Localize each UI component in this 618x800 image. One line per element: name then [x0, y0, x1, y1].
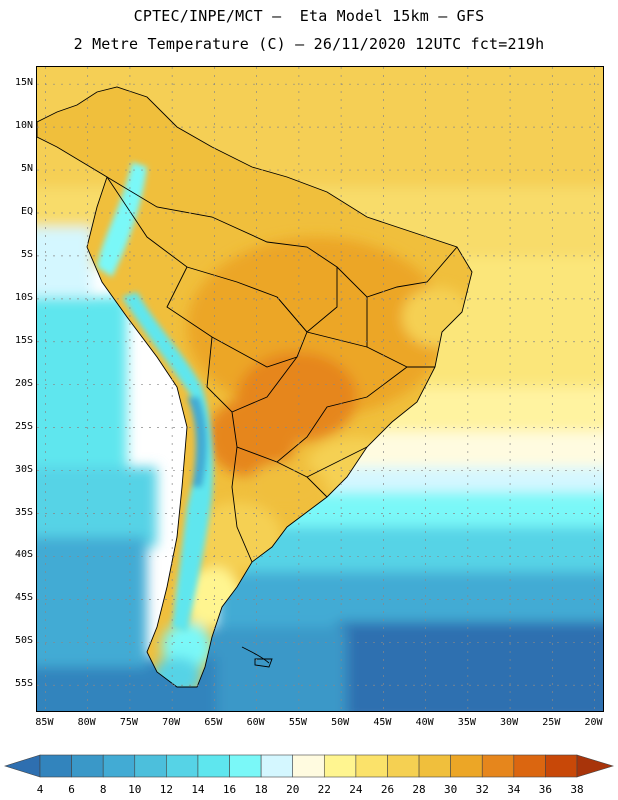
longitude-label: 35W — [457, 717, 476, 728]
colorbar-tick-label: 14 — [191, 783, 205, 796]
temperature-map[interactable] — [36, 66, 604, 712]
latitude-label: 15N — [14, 77, 33, 89]
latitude-label: 35S — [14, 506, 33, 518]
colorbar-tick-label: 38 — [570, 783, 584, 796]
longitude-label: 30W — [500, 717, 519, 728]
colorbar-segment — [545, 754, 578, 778]
colorbar-segment — [513, 754, 546, 778]
colorbar-tick-label: 36 — [538, 783, 553, 796]
colorbar-segment — [229, 754, 262, 778]
longitude-label: 20W — [584, 717, 603, 728]
latitude-label: 5N — [20, 163, 33, 175]
colorbar-min-arrow — [3, 754, 41, 778]
latitude-label: 15S — [14, 334, 33, 346]
colorbar-tick-label: 26 — [380, 783, 395, 796]
colorbar-tick-label: 22 — [317, 783, 331, 796]
colorbar-segment — [166, 754, 199, 778]
graticule — [37, 67, 603, 711]
longitude-label: 80W — [77, 717, 96, 728]
longitude-label: 55W — [288, 717, 307, 728]
longitude-label: 70W — [162, 717, 181, 728]
colorbar-segment — [197, 754, 230, 778]
colorbar-tick-label: 32 — [475, 783, 489, 796]
colorbar-segment — [260, 754, 294, 778]
longitude-label: 60W — [246, 717, 265, 728]
latitude-label: 50S — [14, 635, 33, 647]
colorbar-segment — [39, 754, 72, 778]
colorbar-tick-label: 28 — [412, 783, 426, 796]
colorbar-tick-label: 16 — [222, 783, 237, 796]
title-line-1: CPTEC/INPE/MCT – Eta Model 15km – GFS — [133, 7, 485, 25]
longitude-label: 75W — [119, 717, 138, 728]
latitude-label: 5S — [20, 248, 33, 260]
longitude-label: 40W — [415, 717, 434, 728]
colorbar-tick-label: 10 — [128, 783, 142, 796]
colorbar-tick-label: 20 — [286, 783, 300, 796]
colorbar-segment — [450, 754, 483, 778]
latitude-label: 45S — [14, 592, 33, 604]
latitude-label: EQ — [20, 205, 33, 217]
longitude-label: 50W — [331, 717, 350, 728]
latitude-label: 10N — [14, 120, 33, 132]
colorbar-max-arrow — [576, 754, 615, 778]
colorbar-tick-label: 12 — [159, 783, 173, 796]
map-svg — [37, 67, 603, 711]
latitude-label: 55S — [14, 678, 33, 690]
colorbar-segment — [387, 754, 420, 778]
colorbar-tick-label: 24 — [349, 783, 363, 796]
colorbar-segment — [102, 754, 136, 778]
colorbar-segment — [481, 754, 515, 778]
latitude-label: 40S — [14, 549, 33, 561]
colorbar-tick-label: 30 — [444, 783, 458, 796]
colorbar-segment — [355, 754, 388, 778]
longitude-label: 65W — [204, 717, 223, 728]
colorbar-tick-label: 18 — [254, 783, 268, 796]
ocean-field — [37, 67, 603, 711]
colorbar-segment — [134, 754, 167, 778]
colorbar-tick-label: 8 — [99, 783, 107, 796]
colorbar-segment — [323, 754, 357, 778]
latitude-label: 10S — [14, 291, 33, 303]
colorbar-tick-label: 4 — [36, 783, 44, 796]
longitude-label: 25W — [542, 717, 561, 728]
colorbar — [3, 754, 615, 778]
longitude-label: 45W — [373, 717, 392, 728]
latitude-label: 25S — [14, 420, 33, 432]
colorbar-segment — [71, 754, 104, 778]
longitude-label: 85W — [35, 717, 54, 728]
latitude-label: 30S — [14, 463, 33, 475]
latitude-label: 20S — [14, 377, 33, 389]
colorbar-segment — [292, 754, 325, 778]
colorbar-tick-label: 6 — [68, 783, 75, 796]
colorbar-tick-label: 34 — [507, 783, 521, 796]
coastline — [37, 86, 473, 688]
title-line-2: 2 Metre Temperature (C) – 26/11/2020 12U… — [73, 35, 545, 53]
colorbar-segment — [418, 754, 451, 778]
